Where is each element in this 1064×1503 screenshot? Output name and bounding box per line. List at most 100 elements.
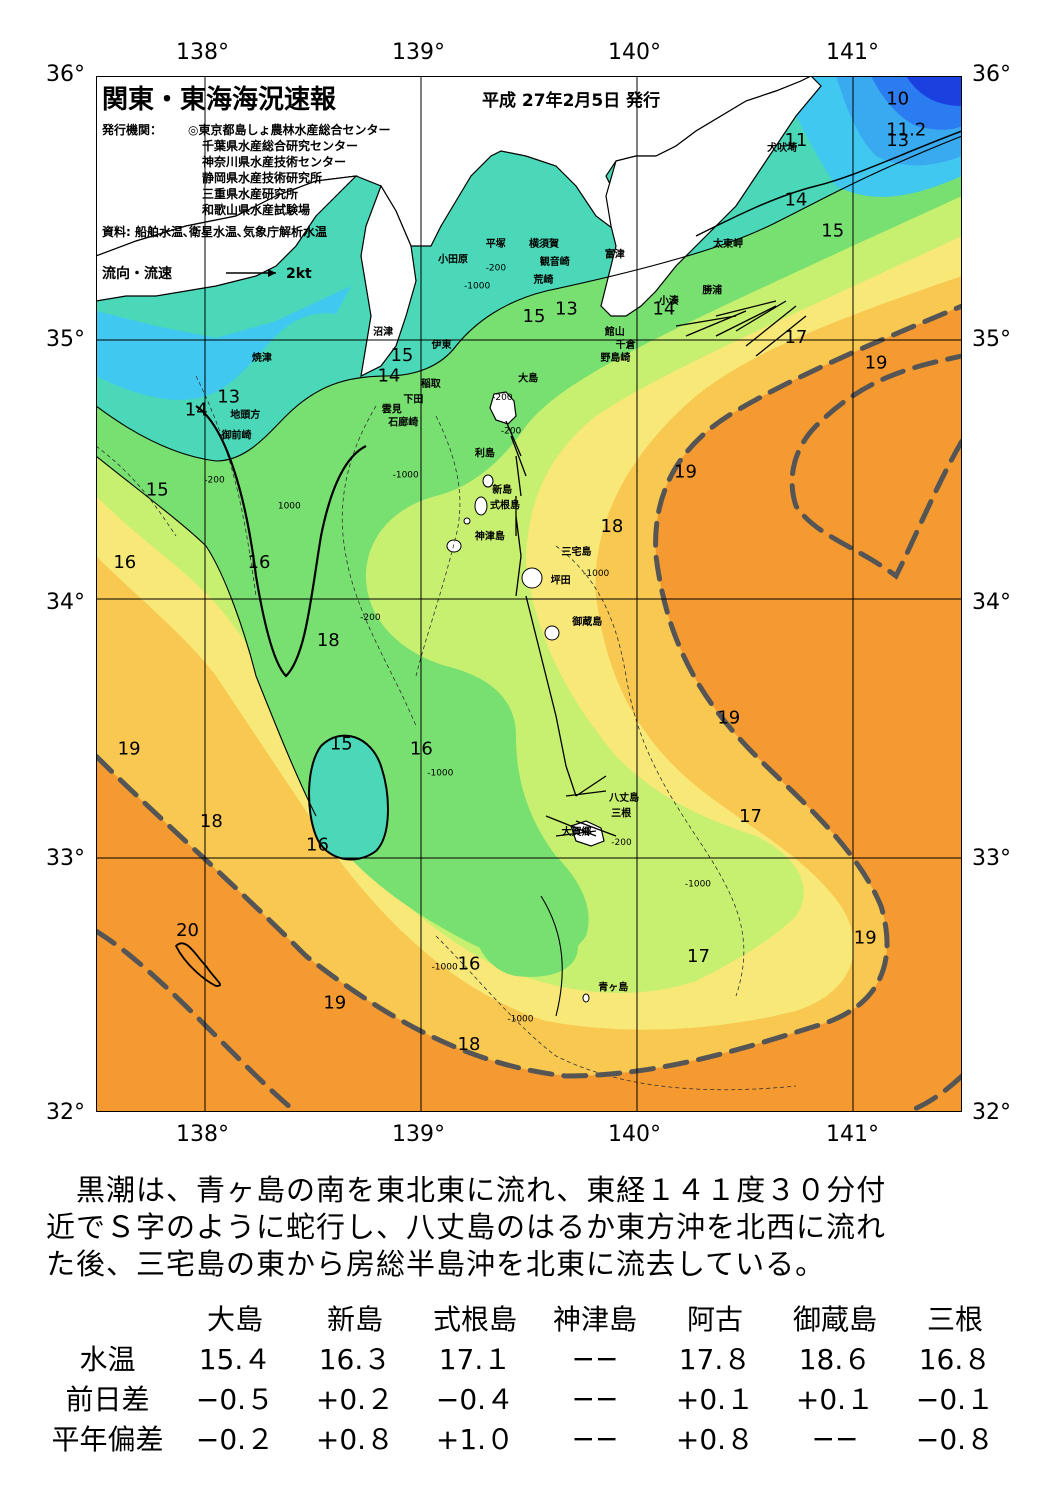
- temperature-label: 18: [458, 1034, 481, 1055]
- lon-label-top-140: 140°: [608, 40, 661, 65]
- temperature-label: 11.2: [886, 120, 926, 141]
- depth-label: -200: [204, 476, 225, 486]
- place-name-label: 青ヶ島: [598, 980, 628, 993]
- depth-label: -200: [611, 838, 632, 848]
- place-name-label: 荒崎: [532, 273, 553, 286]
- table-row: 水温 15.４ 16.３ 17.１ −− 17.８ 18.６ 16.８: [40, 1338, 1015, 1378]
- zone-15-eddy: [309, 735, 388, 860]
- depth-label: -1000: [583, 569, 609, 579]
- column-header: 大島: [206, 1303, 263, 1336]
- table-row: 平年偏差 −0.２ +0.８ +1.０ −− +0.８ −− −0.８: [40, 1418, 1015, 1458]
- flow-legend-arrowhead-icon: [268, 269, 276, 277]
- row-header: 水温: [79, 1343, 136, 1376]
- depth-label: -1000: [464, 281, 490, 291]
- lon-label-top-138: 138°: [176, 40, 229, 65]
- issue-date: 平成 27年2月5日 発行: [482, 90, 660, 111]
- table-cell: −0.８: [915, 1423, 995, 1456]
- table-cell: +0.２: [315, 1383, 395, 1416]
- lat-label-right-35: 35°: [972, 327, 1011, 352]
- island-toshima: [482, 474, 494, 488]
- lon-label-bottom-141: 141°: [826, 1122, 879, 1147]
- temperature-label: 14: [652, 298, 675, 319]
- map-header: 関東・東海海況速報 平成 27年2月5日 発行 発行機関： ◎東京都島しょ農林水…: [101, 85, 660, 282]
- place-name-label: 野島崎: [600, 351, 630, 364]
- place-name-label: 石廊崎: [387, 416, 418, 429]
- place-name-label: 坪田: [551, 574, 571, 587]
- temperature-label: 11: [784, 130, 807, 151]
- table-cell: −0.４: [435, 1383, 515, 1416]
- place-name-label: 小田原: [437, 252, 468, 265]
- place-name-label: 大賀郷: [561, 825, 591, 838]
- table-cell: 18.６: [798, 1343, 872, 1376]
- temperature-label: 15: [523, 306, 546, 327]
- lat-label-right-32: 32°: [972, 1100, 1011, 1125]
- lat-label-left-36: 36°: [46, 62, 85, 87]
- place-name-label: 沼津: [373, 325, 393, 338]
- place-name-label: 勝浦: [702, 284, 722, 297]
- issuer-4: 静岡県水産技術研究所: [202, 170, 322, 185]
- place-name-label: 御蔵島: [571, 615, 602, 628]
- lat-label-left-34: 34°: [46, 590, 85, 615]
- table-cell: −−: [571, 1421, 619, 1455]
- depth-label: -200: [492, 393, 513, 403]
- table-cell: −0.２: [195, 1423, 275, 1456]
- place-name-label: 千倉: [616, 338, 637, 351]
- summary-line-3: た後、三宅島の東から房総半島沖を北東に流去している。: [46, 1247, 826, 1281]
- place-name-label: 八丈島: [608, 791, 639, 804]
- table-cell: 16.３: [318, 1343, 392, 1376]
- data-source: 資料: 船舶水温､衛星水温､気象庁解析水温: [102, 224, 327, 239]
- place-name-label: 平塚: [486, 237, 506, 250]
- temperature-label: 16: [306, 834, 329, 855]
- temperature-label: 16: [458, 954, 481, 975]
- lat-label-left-35: 35°: [46, 327, 85, 352]
- temperature-label: 15: [390, 345, 413, 366]
- flow-legend-scale: 2kt: [286, 266, 312, 282]
- place-name-label: 式根島: [490, 499, 520, 512]
- issuer-2: 千葉県水産総合研究センター: [202, 138, 358, 153]
- temperature-label: 19: [323, 992, 346, 1013]
- place-name-label: 新島: [492, 483, 512, 496]
- place-name-label: 三宅島: [561, 545, 591, 558]
- table-cell: 15.４: [198, 1343, 272, 1376]
- temperature-label: 13: [217, 386, 240, 407]
- place-name-label: 小湊: [658, 294, 680, 307]
- island-mikurajima: [544, 625, 560, 641]
- island-niijima: [474, 496, 488, 516]
- island-miyakejima: [521, 567, 543, 589]
- column-header: 三根: [926, 1303, 983, 1336]
- lon-label-top-141: 141°: [826, 40, 879, 65]
- place-name-label: 神津島: [475, 530, 505, 543]
- temperature-label: 19: [854, 928, 877, 949]
- land-izu: [360, 184, 417, 378]
- table-cell: 17.１: [438, 1343, 512, 1376]
- issuer-3: 神奈川県水産技術センター: [202, 154, 346, 169]
- table-cell: +0.８: [675, 1423, 755, 1456]
- table-corner: [40, 1298, 175, 1338]
- lon-label-top-139: 139°: [392, 40, 445, 65]
- table-cell: +0.１: [675, 1383, 755, 1416]
- column-header: 式根島: [432, 1303, 517, 1336]
- lon-label-bottom-140: 140°: [608, 1122, 661, 1147]
- flow-legend-label: 流向・流速: [102, 265, 172, 282]
- place-name-label: 富津: [605, 247, 625, 260]
- place-name-label: 三根: [611, 807, 631, 820]
- temperature-label: 14: [377, 366, 400, 387]
- place-name-label: 雲見: [382, 404, 402, 416]
- temperature-label: 17: [687, 946, 710, 967]
- column-header: 神津島: [552, 1303, 637, 1336]
- temperature-label: 17: [739, 806, 762, 827]
- temperature-label: 15: [330, 733, 353, 754]
- table-row: 前日差 −0.５ +0.２ −0.４ −− +0.１ +0.１ −0.１: [40, 1378, 1015, 1418]
- depth-label: -1000: [427, 768, 453, 778]
- depth-label: -1000: [393, 470, 419, 480]
- temperature-label: 19: [865, 353, 888, 374]
- place-name-label: 稲取: [421, 377, 442, 390]
- table-cell: −0.５: [195, 1383, 275, 1416]
- table-cell: 16.８: [918, 1343, 992, 1376]
- depth-label: -200: [360, 613, 381, 623]
- kuroshio-axis: [96, 303, 962, 1112]
- table-cell: −0.１: [915, 1383, 995, 1416]
- lat-label-right-34: 34°: [972, 590, 1011, 615]
